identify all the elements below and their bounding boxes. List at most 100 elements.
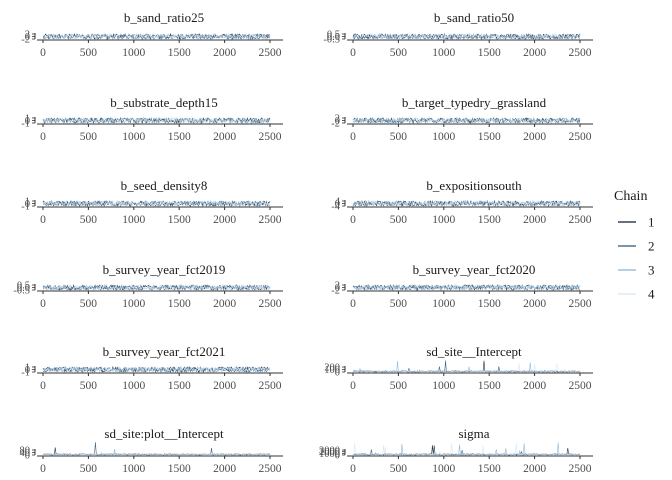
x-tick-label: 2000 xyxy=(523,131,546,143)
x-tick-label: 0 xyxy=(350,131,356,143)
x-tick-label: 2000 xyxy=(213,298,236,310)
panel-sd-site-intercept: sd_site__Intercept 0 500 1000 1500 2000 2500 01… xyxy=(324,344,593,392)
y-tick-label: 0 xyxy=(25,32,30,43)
panel-b-substrate-depth15: b_substrate_depth15 0 500 1000 1500 2000 2500 -… xyxy=(21,95,283,143)
x-tick-label: 1000 xyxy=(432,47,455,59)
trace-chain-3 xyxy=(353,442,581,456)
x-tick-label: 500 xyxy=(80,131,98,143)
trace-chain-4 xyxy=(42,366,271,374)
x-tick-label: 1000 xyxy=(122,47,145,59)
trace-chain-2 xyxy=(352,360,581,373)
panel-b-survey-year-fct2019: b_survey_year_fct2019 0 500 1000 1500 2000 250… xyxy=(13,262,283,310)
x-tick-label: 1500 xyxy=(478,380,501,392)
x-tick-label: 0 xyxy=(350,47,356,59)
y-tick-label: 0.5 xyxy=(17,281,30,292)
panel-title: b_target_typedry_grassland xyxy=(402,95,547,110)
y-tick-label: 1000 xyxy=(319,449,340,460)
panel-sd-site-plot-intercept: sd_site:plot__Intercept 0 500 1000 1500 2000 2… xyxy=(20,426,283,475)
y-tick-label: -2 xyxy=(331,119,340,130)
y-tick-label: 2 xyxy=(335,114,340,125)
trace-chain-3 xyxy=(352,284,581,291)
trace-chain-3 xyxy=(42,283,271,292)
trace-chain-4 xyxy=(352,284,581,291)
x-tick-label: 1500 xyxy=(168,380,191,392)
panel-title: sd_site:plot__Intercept xyxy=(104,426,224,441)
x-tick-label: 2000 xyxy=(523,47,546,59)
trace-chain-2 xyxy=(42,442,271,456)
x-tick-label: 1500 xyxy=(168,214,191,226)
x-tick-label: 500 xyxy=(80,298,98,310)
x-tick-label: 500 xyxy=(390,463,408,475)
y-tick-label: 1 xyxy=(25,197,30,208)
trace-chain-1 xyxy=(352,284,581,292)
trace-chain-4 xyxy=(42,450,271,456)
x-tick-label: 0 xyxy=(40,380,46,392)
x-tick-label: 1000 xyxy=(122,298,145,310)
x-tick-label: 1000 xyxy=(432,463,455,475)
x-tick-label: 0 xyxy=(350,214,356,226)
x-tick-label: 500 xyxy=(390,214,408,226)
legend-label: 4 xyxy=(648,287,655,302)
x-tick-label: 1000 xyxy=(432,214,455,226)
trace-chain-4 xyxy=(42,283,271,292)
trace-chain-1 xyxy=(352,360,581,373)
y-tick-label: 0 xyxy=(25,199,30,210)
x-tick-label: 500 xyxy=(80,380,98,392)
y-tick-label: -1 xyxy=(21,202,30,213)
y-tick-label: 4 xyxy=(335,197,341,208)
y-tick-label: -2 xyxy=(331,286,340,297)
y-tick-label: 2 xyxy=(25,30,30,41)
x-tick-label: 1500 xyxy=(478,298,501,310)
legend-label: 2 xyxy=(648,239,655,254)
x-tick-label: 2500 xyxy=(569,131,592,143)
x-tick-label: 0 xyxy=(40,463,46,475)
x-tick-label: 500 xyxy=(390,298,408,310)
y-tick-label: 200 xyxy=(324,363,340,374)
y-tick-label: 2 xyxy=(335,281,340,292)
y-tick-label: 100 xyxy=(324,365,340,376)
x-tick-label: 2500 xyxy=(569,214,592,226)
x-tick-label: 1000 xyxy=(432,380,455,392)
y-tick-label: 3000 xyxy=(319,446,340,457)
x-tick-label: 500 xyxy=(80,463,98,475)
trace-chain-3 xyxy=(352,360,581,373)
x-tick-label: 500 xyxy=(390,131,408,143)
y-tick-label: 1 xyxy=(25,114,30,125)
trace-chain-4 xyxy=(352,116,581,125)
x-tick-label: 2000 xyxy=(213,380,236,392)
y-tick-label: 0 xyxy=(335,451,340,462)
x-tick-label: 2000 xyxy=(523,380,546,392)
trace-chain-2 xyxy=(352,284,581,291)
x-tick-label: 2000 xyxy=(213,463,236,475)
x-tick-label: 1000 xyxy=(122,463,145,475)
trace-chain-4 xyxy=(352,199,581,208)
trace-chain-1 xyxy=(352,445,581,456)
x-tick-label: 500 xyxy=(390,47,408,59)
panel-title: b_sand_ratio25 xyxy=(124,10,204,25)
y-tick-label: 0 xyxy=(25,451,30,462)
x-tick-label: 2500 xyxy=(569,380,592,392)
x-tick-label: 1500 xyxy=(168,131,191,143)
y-tick-label: 40 xyxy=(20,448,31,459)
trace-chain-4 xyxy=(42,116,271,125)
y-tick-label: -0.5 xyxy=(13,286,30,297)
panel-title: sd_site__Intercept xyxy=(426,344,522,359)
y-tick-label: -2 xyxy=(21,35,30,46)
x-tick-label: 2500 xyxy=(259,47,282,59)
y-tick-label: -0.5 xyxy=(323,35,340,46)
legend-label: 1 xyxy=(648,215,655,230)
trace-chain-3 xyxy=(352,33,581,41)
x-tick-label: 2500 xyxy=(569,47,592,59)
x-tick-label: 1500 xyxy=(478,214,501,226)
y-tick-label: 0.0 xyxy=(327,32,340,43)
x-tick-label: 1000 xyxy=(122,380,145,392)
trace-chain-4 xyxy=(353,442,581,456)
x-tick-label: 2500 xyxy=(259,380,282,392)
x-tick-label: 2500 xyxy=(569,298,592,310)
trace-chain-4 xyxy=(353,363,581,373)
